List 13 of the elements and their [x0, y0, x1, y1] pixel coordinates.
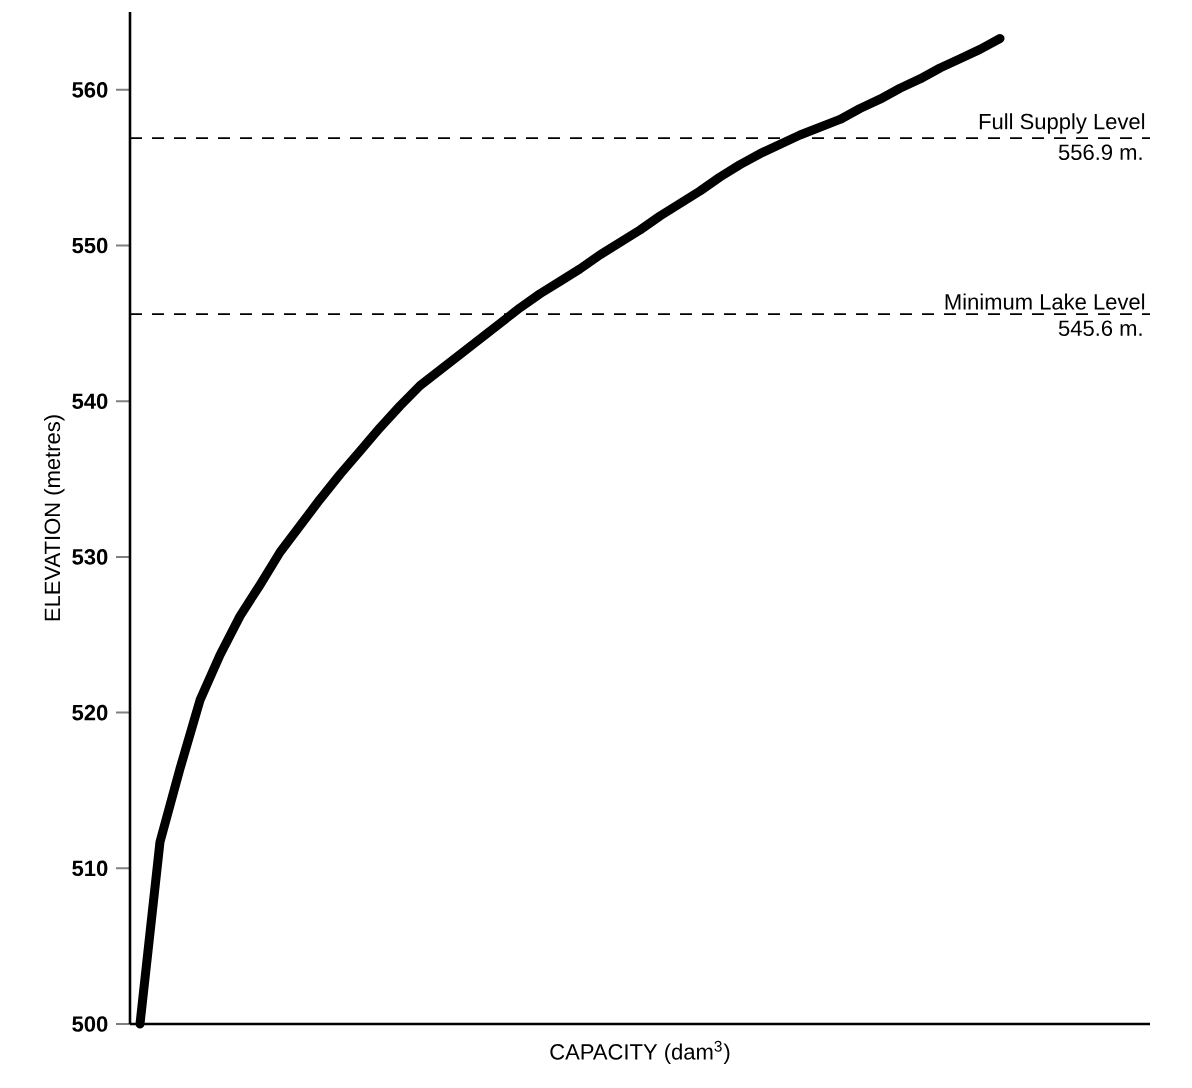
y-tick-label: 550 — [72, 237, 108, 254]
y-tick-label: 530 — [72, 549, 108, 565]
y-axis-title: ELEVATION (metres) — [44, 415, 65, 621]
y-tick-label: 560 — [72, 82, 108, 98]
ref-line-label: Minimum Lake Level — [945, 293, 1145, 310]
y-tick-label: 510 — [72, 860, 108, 877]
y-tick-label: 500 — [72, 1016, 108, 1032]
annotation: 545.6 m. — [1058, 320, 1142, 337]
x-axis-title: CAPACITY (dam$^{3}$) — [550, 1040, 730, 1065]
annotation: 556.9 m. — [1058, 144, 1142, 161]
y-tick-label: 540 — [72, 393, 108, 410]
y-tick-label: 520 — [72, 704, 108, 721]
ref-line-label: Full Supply Level — [979, 113, 1145, 134]
